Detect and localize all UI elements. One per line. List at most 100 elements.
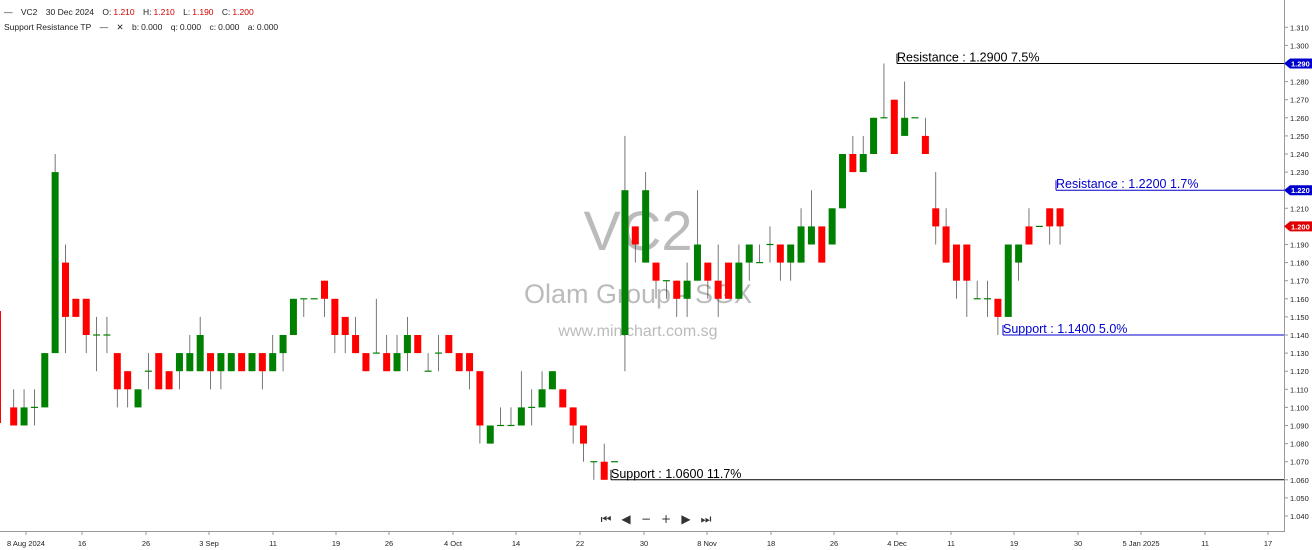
open-label: O: <box>102 7 112 17</box>
candle-body <box>227 353 235 372</box>
watermark-site: www.minichart.com.sg <box>557 323 717 340</box>
y-tick-label: 1.250 <box>1290 132 1309 141</box>
indicator-name: Support Resistance TP <box>4 22 92 32</box>
y-tick-label: 1.210 <box>1290 204 1309 213</box>
candle <box>424 353 432 372</box>
time-axis[interactable]: 8 Aug 2024 16 26 3 Sep 11 19 26 4 Oct 14 22 30 8 No… <box>0 531 1284 548</box>
candle-body <box>890 99 898 154</box>
candle <box>165 371 173 390</box>
candle <box>72 298 80 317</box>
candle-body <box>631 226 639 245</box>
candle <box>20 389 28 426</box>
candle <box>1025 208 1033 245</box>
price-tag-shape <box>1284 58 1312 69</box>
candle-body <box>621 190 629 335</box>
price-tag-shape <box>1284 185 1312 196</box>
price-tag-shape <box>1284 221 1312 232</box>
candle <box>486 425 494 444</box>
y-tick-label: 1.080 <box>1290 440 1309 449</box>
candle-body <box>72 298 80 317</box>
candle <box>497 407 505 427</box>
candle-body <box>942 226 950 263</box>
candle <box>186 335 194 372</box>
candle-body <box>269 353 277 372</box>
x-tick-label: 8 Aug 2024 <box>7 539 45 548</box>
candle-body <box>787 244 795 263</box>
x-tick-label: 30 <box>1074 539 1082 548</box>
scroll-left-icon[interactable]: ◀ <box>621 512 631 526</box>
candle <box>766 226 774 263</box>
x-tick-label: 26 <box>385 539 393 548</box>
candle-body <box>362 353 370 372</box>
candle <box>818 226 826 263</box>
candle <box>548 371 556 390</box>
candle <box>828 208 836 245</box>
x-tick-label: 16 <box>78 539 86 548</box>
y-tick-label: 1.110 <box>1290 385 1308 394</box>
x-tick-label: 19 <box>332 539 340 548</box>
candle-body <box>258 353 266 372</box>
candle <box>30 389 38 426</box>
candle <box>352 316 360 354</box>
candle-body <box>642 190 650 263</box>
candle <box>963 244 971 317</box>
candle <box>196 316 204 372</box>
candle <box>445 335 453 354</box>
candle-body <box>797 226 805 263</box>
resistance-level: Resistance : 1.2900 7.5% <box>896 51 1284 65</box>
candle-body <box>113 353 121 390</box>
y-tick-label: 1.260 <box>1290 114 1309 123</box>
candle-body <box>839 154 846 209</box>
candle-body <box>921 135 929 154</box>
candle-body <box>352 335 360 354</box>
b-value: 0.000 <box>141 22 163 32</box>
candle-body <box>383 353 391 372</box>
level-label: Support : 1.0600 11.7% <box>611 467 741 481</box>
ohlc-header: — VC2 30 Dec 2024 O: 1.210 H: 1.210 L: 1.19… <box>4 7 260 17</box>
candle <box>466 353 474 390</box>
candle <box>735 244 743 299</box>
candle-body <box>393 353 401 372</box>
collapse-dash-icon[interactable]: — <box>99 22 109 32</box>
x-tick-label: 4 Oct <box>444 539 463 548</box>
close-icon[interactable]: ✕ <box>116 22 124 32</box>
y-tick-label: 1.190 <box>1290 241 1309 250</box>
scroll-right-icon[interactable]: ▶ <box>681 512 691 526</box>
watermark-name: Olam Group - SGX <box>524 279 752 309</box>
candle <box>631 226 639 263</box>
price-axis[interactable]: 1.040 1.050 1.060 1.070 1.080 1.090 1.100 1.110… <box>1284 0 1309 532</box>
candle <box>901 81 909 136</box>
candle <box>321 280 328 317</box>
candle-body <box>994 298 1002 317</box>
jump-first-icon[interactable]: ⏮ <box>600 512 612 526</box>
candle-body <box>186 353 194 372</box>
candle-body <box>1025 226 1033 245</box>
candle <box>279 335 287 372</box>
candle-body <box>1004 244 1012 317</box>
candle-body <box>217 353 225 372</box>
candle-body <box>704 262 712 281</box>
candle <box>51 154 59 354</box>
zoom-out-icon[interactable]: − <box>640 512 652 526</box>
candle-body <box>341 316 349 335</box>
candle-body <box>289 298 297 335</box>
price-tag-label: 1.200 <box>1291 222 1310 231</box>
candle <box>528 389 536 426</box>
collapse-dash-icon[interactable]: — <box>4 7 13 17</box>
candle <box>414 335 422 354</box>
y-tick-label: 1.090 <box>1290 422 1309 431</box>
candle <box>973 280 981 300</box>
candle <box>787 244 795 281</box>
candle-body <box>455 353 463 372</box>
jump-last-icon[interactable]: ⏭ <box>700 512 712 526</box>
y-tick-label: 1.150 <box>1290 313 1309 322</box>
candle-body <box>932 208 940 227</box>
candle <box>62 244 69 354</box>
candle <box>10 389 18 426</box>
candle-body <box>134 389 142 408</box>
q-label: q: <box>170 22 178 32</box>
candles <box>10 63 1064 480</box>
candle-body <box>155 353 163 390</box>
zoom-in-icon[interactable]: + <box>660 512 672 526</box>
